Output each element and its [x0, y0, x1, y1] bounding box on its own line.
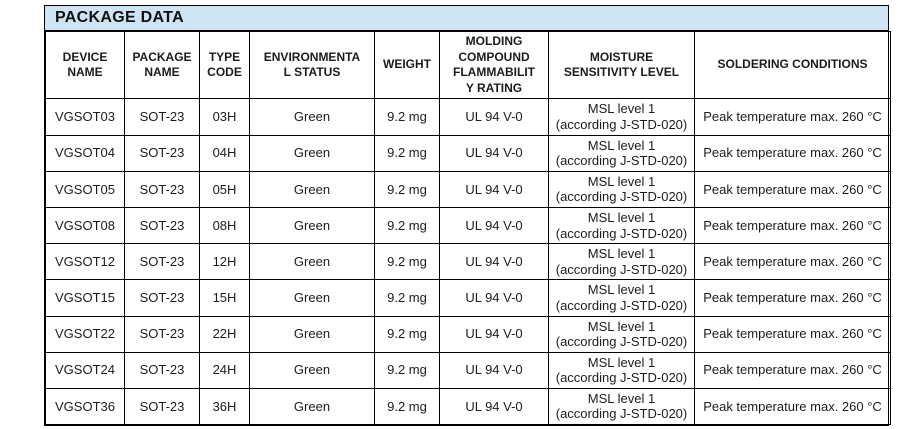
- cell-soldering-conditions: Peak temperature max. 260 °C: [694, 315, 891, 353]
- cell-moisture-sensitivity-level: MSL level 1 (according J-STD-020): [548, 387, 695, 426]
- cell-package-name: SOT-23: [124, 387, 200, 426]
- cell-molding-compound-flammability-rating: UL 94 V-0: [439, 134, 549, 172]
- column-header-package-name: PACKAGE NAME: [124, 30, 200, 100]
- cell-soldering-conditions: Peak temperature max. 260 °C: [694, 134, 891, 172]
- cell-environmental-status: Green: [249, 351, 375, 389]
- cell-environmental-status: Green: [249, 98, 375, 136]
- cell-type-code: 08H: [199, 206, 250, 245]
- package-data-table: DEVICE NAME PACKAGE NAME TYPE CODE ENVIRONM…: [45, 30, 891, 426]
- cell-molding-compound-flammability-rating: UL 94 V-0: [439, 98, 549, 136]
- cell-soldering-conditions: Peak temperature max. 260 °C: [694, 279, 891, 317]
- cell-device-name: VGSOT03: [45, 98, 125, 136]
- cell-type-code: 36H: [199, 387, 250, 426]
- cell-molding-compound-flammability-rating: UL 94 V-0: [439, 243, 549, 281]
- cell-package-name: SOT-23: [124, 134, 200, 172]
- table-header: DEVICE NAME PACKAGE NAME TYPE CODE ENVIRONM…: [45, 30, 891, 100]
- cell-device-name: VGSOT22: [45, 315, 125, 353]
- cell-package-name: SOT-23: [124, 170, 200, 208]
- cell-weight: 9.2 mg: [374, 387, 440, 426]
- column-header-type-code: TYPE CODE: [199, 30, 250, 100]
- cell-environmental-status: Green: [249, 134, 375, 172]
- cell-package-name: SOT-23: [124, 98, 200, 136]
- cell-type-code: 12H: [199, 243, 250, 281]
- cell-weight: 9.2 mg: [374, 206, 440, 245]
- cell-weight: 9.2 mg: [374, 315, 440, 353]
- package-data-panel: PACKAGE DATA DEVICE NAME PACKAGE NAME TYPE…: [44, 5, 891, 427]
- cell-soldering-conditions: Peak temperature max. 260 °C: [694, 206, 891, 245]
- table-row: VGSOT15 SOT-23 15H Green 9.2 mg UL 94 V-0 MSL …: [45, 279, 891, 317]
- cell-package-name: SOT-23: [124, 279, 200, 317]
- cell-weight: 9.2 mg: [374, 279, 440, 317]
- cell-package-name: SOT-23: [124, 243, 200, 281]
- cell-moisture-sensitivity-level: MSL level 1 (according J-STD-020): [548, 315, 695, 353]
- column-header-moisture-sensitivity-level: MOISTURE SENSITIVITY LEVEL: [548, 30, 695, 100]
- table-body: VGSOT03 SOT-23 03H Green 9.2 mg UL 94 V-0 MSL …: [45, 98, 891, 426]
- cell-weight: 9.2 mg: [374, 351, 440, 389]
- cell-weight: 9.2 mg: [374, 134, 440, 172]
- cell-package-name: SOT-23: [124, 315, 200, 353]
- cell-moisture-sensitivity-level: MSL level 1 (according J-STD-020): [548, 279, 695, 317]
- column-header-environmental-status: ENVIRONMENTA L STATUS: [249, 30, 375, 100]
- cell-soldering-conditions: Peak temperature max. 260 °C: [694, 351, 891, 389]
- cell-environmental-status: Green: [249, 279, 375, 317]
- header-row: DEVICE NAME PACKAGE NAME TYPE CODE ENVIRONM…: [45, 30, 891, 100]
- cell-type-code: 03H: [199, 98, 250, 136]
- cell-weight: 9.2 mg: [374, 243, 440, 281]
- table-row: VGSOT22 SOT-23 22H Green 9.2 mg UL 94 V-0 MSL …: [45, 315, 891, 353]
- table-row: VGSOT08 SOT-23 08H Green 9.2 mg UL 94 V-0 MSL …: [45, 206, 891, 245]
- cell-device-name: VGSOT24: [45, 351, 125, 389]
- table-row: VGSOT03 SOT-23 03H Green 9.2 mg UL 94 V-0 MSL …: [45, 98, 891, 136]
- table-row: VGSOT24 SOT-23 24H Green 9.2 mg UL 94 V-0 MSL …: [45, 351, 891, 389]
- cell-moisture-sensitivity-level: MSL level 1 (according J-STD-020): [548, 134, 695, 172]
- cell-weight: 9.2 mg: [374, 170, 440, 208]
- cell-weight: 9.2 mg: [374, 98, 440, 136]
- cell-environmental-status: Green: [249, 315, 375, 353]
- cell-molding-compound-flammability-rating: UL 94 V-0: [439, 279, 549, 317]
- cell-device-name: VGSOT15: [45, 279, 125, 317]
- cell-soldering-conditions: Peak temperature max. 260 °C: [694, 243, 891, 281]
- cell-package-name: SOT-23: [124, 351, 200, 389]
- cell-soldering-conditions: Peak temperature max. 260 °C: [694, 170, 891, 208]
- cell-environmental-status: Green: [249, 387, 375, 426]
- cell-environmental-status: Green: [249, 170, 375, 208]
- column-header-weight: WEIGHT: [374, 30, 440, 100]
- cell-type-code: 24H: [199, 351, 250, 389]
- cell-device-name: VGSOT36: [45, 387, 125, 426]
- column-header-soldering-conditions: SOLDERING CONDITIONS: [694, 30, 891, 100]
- table-title: PACKAGE DATA: [45, 6, 888, 31]
- cell-molding-compound-flammability-rating: UL 94 V-0: [439, 387, 549, 426]
- table-row: VGSOT04 SOT-23 04H Green 9.2 mg UL 94 V-0 MSL …: [45, 134, 891, 172]
- cell-type-code: 05H: [199, 170, 250, 208]
- cell-molding-compound-flammability-rating: UL 94 V-0: [439, 315, 549, 353]
- cell-molding-compound-flammability-rating: UL 94 V-0: [439, 206, 549, 245]
- cell-type-code: 15H: [199, 279, 250, 317]
- cell-moisture-sensitivity-level: MSL level 1 (according J-STD-020): [548, 170, 695, 208]
- cell-moisture-sensitivity-level: MSL level 1 (according J-STD-020): [548, 351, 695, 389]
- table-row: VGSOT12 SOT-23 12H Green 9.2 mg UL 94 V-0 MSL …: [45, 243, 891, 281]
- cell-soldering-conditions: Peak temperature max. 260 °C: [694, 98, 891, 136]
- cell-device-name: VGSOT05: [45, 170, 125, 208]
- cell-molding-compound-flammability-rating: UL 94 V-0: [439, 351, 549, 389]
- column-header-molding-compound-flammability-rating: MOLDING COMPOUND FLAMMABILIT Y RATING: [439, 30, 549, 100]
- cell-soldering-conditions: Peak temperature max. 260 °C: [694, 387, 891, 426]
- cell-environmental-status: Green: [249, 206, 375, 245]
- table-row: VGSOT05 SOT-23 05H Green 9.2 mg UL 94 V-0 MSL …: [45, 170, 891, 208]
- cell-moisture-sensitivity-level: MSL level 1 (according J-STD-020): [548, 243, 695, 281]
- column-header-device-name: DEVICE NAME: [45, 30, 125, 100]
- cell-molding-compound-flammability-rating: UL 94 V-0: [439, 170, 549, 208]
- cell-device-name: VGSOT08: [45, 206, 125, 245]
- cell-moisture-sensitivity-level: MSL level 1 (according J-STD-020): [548, 98, 695, 136]
- cell-environmental-status: Green: [249, 243, 375, 281]
- table-row: VGSOT36 SOT-23 36H Green 9.2 mg UL 94 V-0 MSL …: [45, 387, 891, 426]
- cell-moisture-sensitivity-level: MSL level 1 (according J-STD-020): [548, 206, 695, 245]
- cell-package-name: SOT-23: [124, 206, 200, 245]
- cell-device-name: VGSOT12: [45, 243, 125, 281]
- cell-type-code: 22H: [199, 315, 250, 353]
- cell-device-name: VGSOT04: [45, 134, 125, 172]
- cell-type-code: 04H: [199, 134, 250, 172]
